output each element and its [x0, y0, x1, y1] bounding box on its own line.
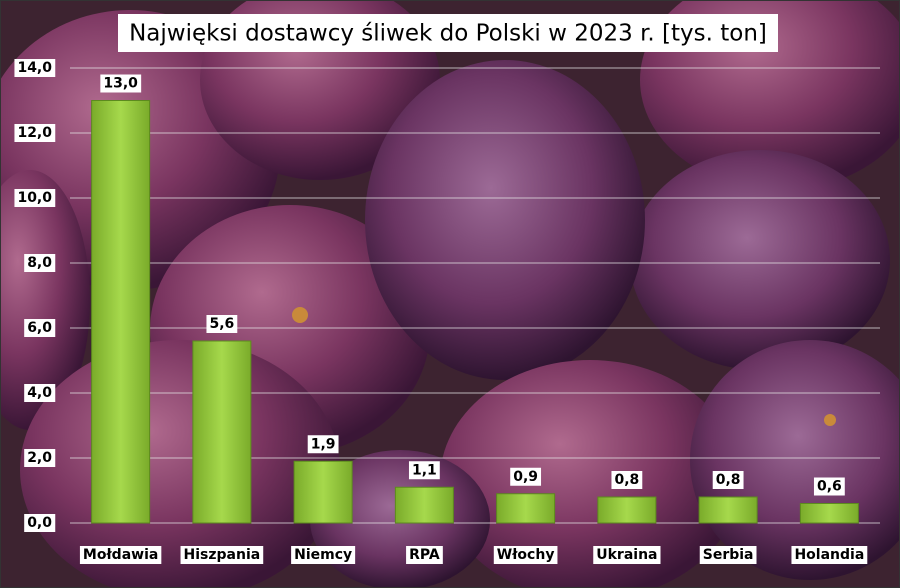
value-label-box: [307, 435, 339, 454]
x-tick-label: RPA: [409, 547, 440, 563]
y-tick-label-box: [24, 449, 56, 467]
x-tick-label: Holandia: [794, 547, 864, 563]
value-label-box: [611, 471, 643, 489]
value-label-box: [712, 471, 744, 489]
x-tick-label: Serbia: [703, 547, 754, 563]
y-tick-label: 14,0: [17, 60, 52, 76]
y-tick-label: 4,0: [27, 385, 52, 401]
x-tick-label: Hiszpania: [184, 547, 261, 563]
y-tick-label-box: [14, 59, 56, 77]
y-tick-label: 6,0: [27, 320, 52, 336]
value-label: 1,9: [311, 436, 336, 452]
x-tick-label-box: [791, 546, 868, 564]
bar: [597, 496, 657, 524]
x-tick-label-box: [493, 546, 558, 564]
x-tick-label-box: [406, 546, 443, 564]
bar: [91, 100, 151, 524]
x-tick-label: Niemcy: [294, 547, 352, 563]
bar: [192, 340, 252, 524]
value-label: 0,6: [817, 479, 842, 495]
y-tick-label-box: [14, 189, 56, 207]
y-tick-label-box: [24, 384, 56, 402]
y-tick-label-box: [14, 124, 56, 142]
x-tick-label-box: [593, 546, 661, 564]
x-tick-label-box: [79, 546, 162, 564]
x-tick-label-box: [699, 546, 757, 564]
value-label: 13,0: [103, 76, 138, 92]
value-label-box: [408, 461, 440, 480]
value-label-box: [100, 74, 142, 93]
value-label-box: [510, 467, 542, 486]
y-tick-label: 8,0: [27, 255, 52, 271]
title-box: [118, 14, 778, 52]
value-label: 0,8: [614, 472, 639, 488]
x-tick-label: Ukraina: [596, 547, 657, 563]
y-tick-label-box: [24, 254, 56, 272]
y-tick-label-box: [24, 319, 56, 337]
y-tick-label-box: [24, 514, 56, 532]
bar: [293, 460, 353, 524]
x-tick-label-box: [291, 546, 356, 564]
x-tick-label: Włochy: [497, 547, 555, 563]
y-tick-label: 12,0: [17, 125, 52, 141]
bar: [394, 486, 454, 524]
bar: [799, 503, 859, 524]
value-label: 1,1: [412, 462, 437, 478]
value-label-box: [813, 477, 845, 496]
x-tick-label-box: [180, 546, 264, 564]
y-tick-label: 0,0: [27, 515, 52, 531]
y-tick-label: 2,0: [27, 450, 52, 466]
chart-title: Najwięksi dostawcy śliwek do Polski w 20…: [129, 21, 767, 47]
value-label-box: [206, 315, 238, 333]
bar: [496, 493, 556, 524]
y-tick-label: 10,0: [17, 190, 52, 206]
value-label: 0,8: [716, 472, 741, 488]
bar: [698, 496, 758, 524]
x-tick-label: Mołdawia: [83, 547, 158, 563]
value-label: 0,9: [513, 469, 538, 485]
value-label: 5,6: [209, 316, 234, 332]
